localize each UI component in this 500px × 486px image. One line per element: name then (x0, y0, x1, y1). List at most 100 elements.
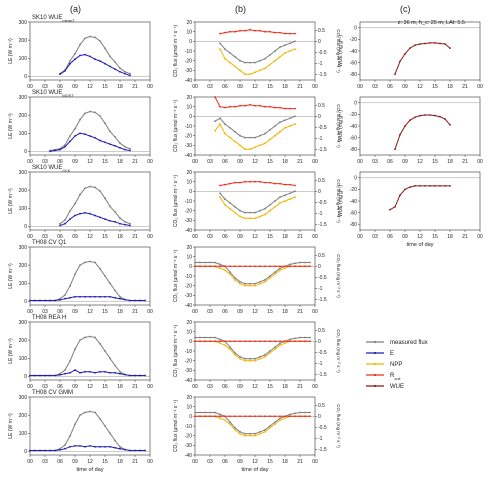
data-point-rsoil (289, 183, 291, 186)
data-point-npp (279, 344, 281, 347)
data-point-rsoil (224, 265, 226, 268)
x-tick-label: 15 (102, 384, 108, 390)
plot-frame (29, 171, 151, 231)
data-point-e (74, 214, 76, 217)
data-point-rsoil (199, 415, 201, 418)
data-point-rsoil (309, 340, 311, 343)
row-title: TH08 CV GMM (32, 390, 73, 396)
data-point-measured (244, 211, 246, 214)
data-point-measured (254, 357, 256, 360)
series-line-measured (195, 412, 310, 435)
data-point-measured (99, 115, 101, 117)
data-point-measured (84, 187, 86, 190)
x-tick-label: 18 (117, 384, 123, 390)
y-tick-label: -40 (185, 228, 192, 234)
data-point-e (99, 139, 101, 142)
x-tick-label: 21 (462, 234, 468, 240)
data-point-npp (279, 202, 281, 204)
data-point-measured (84, 112, 86, 115)
y-tick-label: 200 (19, 413, 28, 419)
data-point-measured (289, 338, 291, 341)
data-point-measured (274, 346, 276, 348)
x-tick-label: 03 (207, 159, 213, 165)
y-tick-label: -20 (350, 37, 357, 43)
data-point-e (134, 374, 136, 377)
row-title: SK10 WUEOLK (32, 165, 71, 173)
data-point-npp (244, 434, 246, 437)
x-tick-label: 21 (132, 234, 138, 240)
data-point-e (79, 445, 81, 447)
x-tick-label: 09 (402, 84, 408, 90)
data-point-measured (274, 125, 276, 127)
data-point-rsoil (269, 340, 271, 343)
data-point-rsoil (234, 265, 236, 268)
y-tick-label: 0 (24, 149, 27, 155)
panel-a-row-6: 300 200 100 0 LE (W m⁻²) 00 03 06 09 12 15 18 21 00 ti… (8, 395, 153, 473)
data-point-rsoil (294, 265, 296, 268)
data-point-rsoil (209, 340, 211, 343)
data-point-e (94, 214, 96, 217)
data-point-measured (229, 271, 231, 273)
series-line-wue (394, 114, 451, 150)
data-point-rsoil (254, 104, 256, 107)
data-point-rsoil (219, 184, 221, 187)
data-point-rsoil (269, 30, 271, 33)
x-tick-label: 00 (192, 234, 198, 240)
data-point-measured (64, 369, 66, 371)
data-point-measured (74, 52, 76, 55)
data-point-measured (274, 50, 276, 52)
data-point-npp (224, 204, 226, 206)
data-point-e (104, 445, 106, 448)
data-point-measured (129, 222, 131, 225)
x-tick-label: 00 (357, 159, 363, 165)
data-point-e (44, 374, 46, 377)
data-point-rsoil (229, 340, 231, 343)
y-tick-label: 300 (19, 320, 28, 326)
x-tick-label: 09 (72, 84, 78, 90)
data-point-e (104, 62, 106, 65)
data-point-rsoil (254, 180, 256, 183)
data-point-e (59, 299, 61, 301)
data-point-measured (219, 42, 221, 45)
row-title: SK10 WUEmeanT (32, 15, 75, 23)
data-point-measured (229, 52, 231, 54)
x-tick-label: 12 (87, 309, 93, 315)
data-point-rsoil (264, 105, 266, 108)
data-point-rsoil (264, 181, 266, 184)
y-tick-label: 0 (24, 224, 27, 230)
x-tick-label: 09 (72, 459, 78, 465)
data-point-rsoil (234, 105, 236, 108)
data-point-rsoil (229, 182, 231, 185)
data-point-rsoil (284, 183, 286, 186)
data-point-npp (264, 67, 266, 70)
data-point-e (144, 299, 146, 302)
data-point-e (114, 68, 116, 70)
data-point-e (94, 58, 96, 61)
y-tick-label: -80 (350, 147, 357, 153)
y2-axis-label: CO₂ flux (mg m⁻² s⁻¹) (336, 329, 341, 373)
y-axis-label: WUE (mg g⁻¹) (338, 35, 344, 67)
x-tick-label: 03 (207, 84, 213, 90)
data-point-rsoil (204, 265, 206, 268)
data-point-measured (244, 357, 246, 360)
y-tick-label: 0 (24, 449, 27, 455)
data-point-npp (224, 57, 226, 60)
data-point-npp (224, 132, 226, 135)
data-point-e (44, 299, 46, 302)
y-axis-label: LE (W m⁻²) (8, 38, 14, 64)
data-point-wue (444, 185, 446, 187)
y-tick-label: -10 (185, 349, 192, 355)
legend-label-rsoil: Rsoil (390, 373, 400, 381)
plot-frame (29, 96, 151, 156)
data-point-npp (269, 427, 271, 429)
x-tick-label: 12 (252, 159, 258, 165)
data-point-e (114, 371, 116, 374)
data-point-rsoil (264, 265, 266, 268)
data-point-e (89, 55, 91, 58)
data-point-e (94, 445, 96, 448)
y2-tick-label: -1 (318, 136, 323, 142)
data-point-npp (229, 348, 231, 350)
data-point-rsoil (289, 415, 291, 418)
x-tick-label: 15 (102, 84, 108, 90)
